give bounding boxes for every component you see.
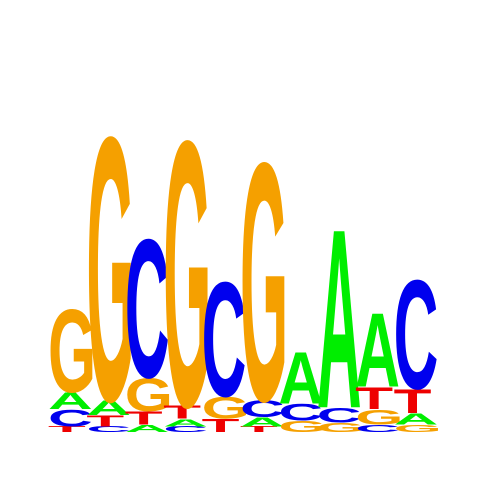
logo-letter-g: G (125, 368, 173, 421)
logo-letter-t: T (394, 382, 432, 420)
logo-letter-a: A (355, 292, 400, 409)
logo-letter-a: A (163, 417, 208, 429)
logo-letter-g: G (240, 92, 288, 472)
logo-letter-c: C (240, 396, 285, 422)
logo-letter-g: G (355, 405, 403, 429)
logo-letter-t: T (240, 425, 278, 434)
logo-letter-g: G (278, 418, 326, 436)
logo-letter-g: G (163, 62, 211, 480)
logo-position-5: TGC (202, 249, 250, 436)
logo-letter-a: A (278, 337, 323, 419)
logo-letter-t: T (48, 425, 86, 434)
logo-letter-c: C (125, 199, 170, 420)
logo-letter-g: G (48, 286, 96, 419)
logo-letter-c: C (278, 399, 323, 425)
logo-letter-c: C (355, 423, 400, 435)
logo-letter-g: G (317, 420, 365, 435)
logo-letter-g: G (86, 59, 134, 480)
logo-letter-t: T (163, 402, 201, 423)
logo-letter-g: G (394, 423, 442, 435)
logo-letter-t: T (355, 381, 393, 416)
logo-letter-g: G (202, 390, 250, 425)
logo-letter-t: T (125, 408, 163, 429)
logo-letter-c: C (394, 249, 439, 422)
logo-letter-a: A (125, 423, 170, 435)
logo-letter-a: A (48, 388, 93, 414)
logo-letter-c: C (163, 425, 208, 434)
logo-letter-a: A (86, 396, 131, 420)
logo-letter-t: T (86, 412, 124, 430)
logo-letter-c: C (202, 249, 247, 432)
logo-letter-c: C (317, 403, 362, 427)
logo-position-8: GCA (317, 176, 365, 462)
logo-letter-c: C (48, 405, 93, 431)
logo-position-7: GCA (278, 337, 326, 435)
logo-letter-a: A (240, 415, 285, 430)
logo-letter-c: C (86, 425, 131, 434)
logo-letter-a: A (394, 410, 439, 428)
logo-letter-a: A (317, 176, 362, 462)
logo-letter-t: T (202, 415, 240, 436)
